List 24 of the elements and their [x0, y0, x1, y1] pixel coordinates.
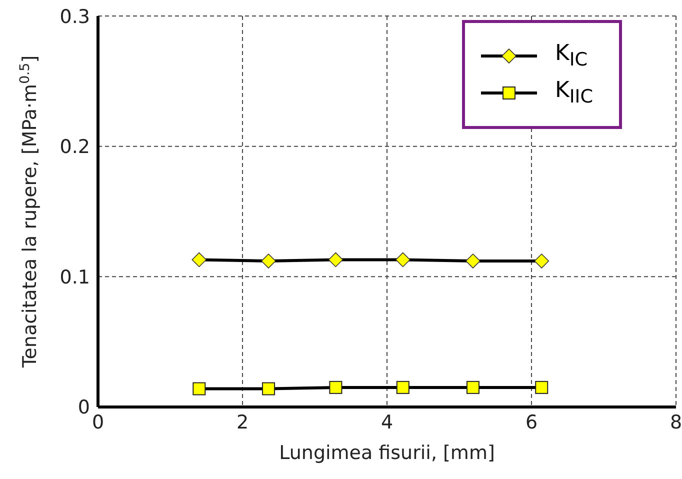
point: [534, 254, 550, 268]
y-tick-label: 0.2: [60, 136, 90, 158]
x-tick-label: 0: [92, 411, 104, 434]
x-tick-label: 4: [380, 411, 394, 434]
x-axis-title: Lungimea fisurii, [mm]: [279, 442, 495, 464]
point: [262, 382, 276, 396]
point: [328, 252, 344, 268]
point: [329, 380, 342, 394]
point: [466, 380, 480, 394]
legend-label: K$_{IC}$: [554, 41, 588, 70]
x-tick-label: 6: [525, 411, 538, 434]
point: [396, 380, 410, 394]
x-tick-label: 8: [670, 411, 682, 434]
point: [261, 254, 276, 268]
y-tick-label: 0.3: [60, 6, 90, 28]
point: [192, 252, 207, 268]
point: [192, 382, 206, 396]
point: [466, 254, 480, 268]
legend-label: K$_{IIC}$: [554, 78, 593, 108]
x-tick-label: 2: [236, 411, 249, 434]
point: [395, 252, 410, 268]
y-tick-label: 0: [78, 396, 90, 419]
y-tick-label: 0.1: [60, 266, 90, 288]
point: [535, 380, 548, 394]
